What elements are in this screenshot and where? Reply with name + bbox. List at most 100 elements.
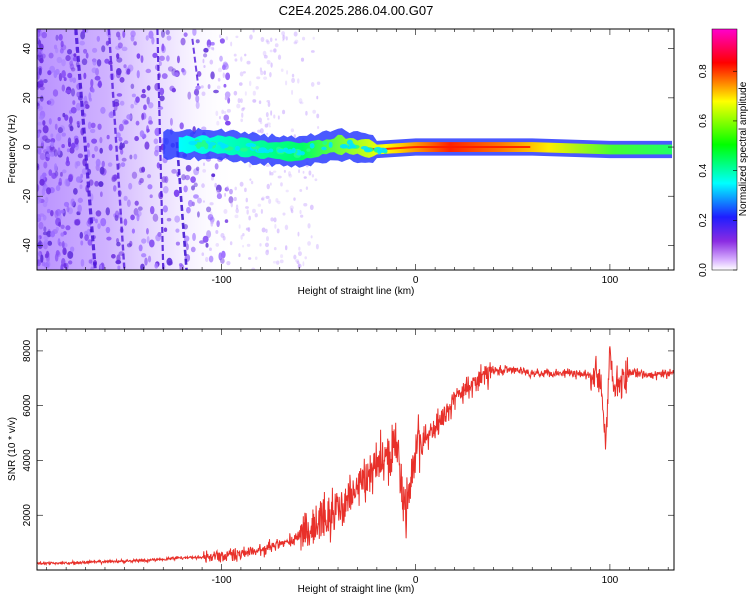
noise-speckle: [99, 166, 105, 175]
noise-speckle: [43, 226, 47, 232]
ridge-blob: [268, 148, 274, 153]
snr-y-label: SNR (10 * v/v): [7, 417, 18, 481]
noise-speckle: [259, 67, 263, 72]
noise-speckle: [209, 202, 214, 206]
noise-speckle: [119, 148, 124, 155]
spectrogram-y-tick-label: 20: [22, 92, 33, 104]
noise-speckle: [123, 64, 127, 69]
spectrogram-frame: [36, 28, 675, 271]
noise-speckle: [259, 121, 263, 125]
noise-speckle: [80, 240, 84, 246]
noise-speckle: [40, 53, 46, 59]
noise-speckle: [166, 55, 170, 62]
noise-speckle: [136, 70, 140, 79]
noise-speckle: [256, 76, 261, 80]
noise-speckle: [254, 256, 258, 260]
noise-speckle: [161, 73, 168, 79]
noise-speckle: [219, 55, 223, 62]
noise-speckle: [195, 85, 201, 90]
noise-speckle: [79, 231, 84, 239]
noise-speckle: [39, 57, 44, 64]
noise-speckle: [144, 141, 150, 150]
noise-speckle: [277, 54, 282, 60]
noise-speckle: [126, 68, 131, 75]
noise-speckle: [299, 101, 304, 105]
noise-speckle: [218, 115, 221, 120]
noise-speckle: [148, 120, 153, 125]
noise-speckle: [66, 205, 70, 213]
ridge-blob: [322, 140, 328, 146]
noise-speckle: [39, 79, 44, 85]
noise-speckle: [90, 79, 94, 88]
noise-speckle: [265, 164, 270, 167]
noise-speckle: [108, 111, 115, 119]
noise-speckle: [106, 236, 112, 241]
noise-speckle: [72, 100, 76, 105]
noise-speckle: [73, 187, 78, 195]
noise-speckle: [116, 57, 123, 63]
noise-speckle: [308, 170, 312, 176]
noise-speckle: [68, 260, 73, 265]
noise-speckle: [265, 228, 268, 233]
noise-speckle: [266, 122, 271, 126]
noise-speckle: [238, 82, 243, 86]
noise-speckle: [229, 241, 233, 246]
noise-speckle: [276, 260, 280, 265]
noise-speckle: [193, 182, 198, 188]
noise-speckle: [106, 134, 110, 140]
noise-speckle: [130, 103, 134, 109]
noise-speckle: [120, 162, 126, 168]
noise-speckle: [269, 182, 272, 186]
noise-speckle: [213, 89, 219, 94]
noise-speckle: [67, 48, 73, 55]
noise-speckle: [312, 36, 315, 40]
noise-speckle: [87, 121, 92, 130]
noise-speckle: [129, 154, 133, 160]
noise-speckle: [316, 81, 321, 85]
noise-speckle: [147, 184, 153, 190]
noise-speckle: [234, 214, 239, 219]
noise-speckle: [216, 189, 220, 195]
noise-speckle: [297, 251, 302, 257]
noise-speckle: [258, 100, 262, 105]
noise-speckle: [260, 197, 264, 201]
noise-speckle: [146, 96, 150, 105]
noise-speckle: [133, 153, 138, 160]
noise-speckle: [151, 36, 155, 45]
noise-speckle: [37, 37, 41, 45]
noise-speckle: [277, 175, 282, 179]
ridge-blob: [277, 148, 285, 153]
noise-speckle: [105, 207, 110, 216]
noise-speckle: [37, 183, 40, 192]
ridge-blob: [328, 141, 333, 148]
snr-series-line: [37, 346, 674, 566]
noise-speckle: [202, 168, 207, 173]
spectrogram-y-label: Frequency (Hz): [7, 115, 18, 184]
noise-speckle: [216, 120, 220, 126]
noise-speckle: [57, 116, 61, 122]
noise-speckle: [227, 97, 231, 104]
noise-speckle: [119, 142, 123, 150]
noise-speckle: [268, 198, 272, 204]
noise-speckle: [282, 109, 286, 115]
noise-speckle: [77, 153, 84, 159]
noise-speckle: [215, 229, 219, 234]
noise-speckle: [61, 169, 67, 174]
noise-speckle: [55, 133, 62, 142]
noise-speckle: [121, 157, 127, 162]
noise-speckle: [183, 32, 188, 37]
noise-speckle: [297, 78, 300, 84]
noise-speckle: [179, 122, 184, 130]
noise-speckle: [99, 264, 103, 270]
noise-speckle: [289, 205, 294, 211]
noise-speckle: [146, 235, 150, 244]
snr-panel: -100 0 100 2000 4000 6000 8000 Height of strai…: [7, 328, 675, 595]
noise-speckle: [116, 93, 123, 97]
noise-speckle: [141, 253, 147, 258]
noise-speckle: [217, 77, 221, 82]
noise-speckle: [183, 185, 188, 193]
noise-speckle: [270, 217, 274, 222]
noise-speckle: [252, 90, 256, 96]
